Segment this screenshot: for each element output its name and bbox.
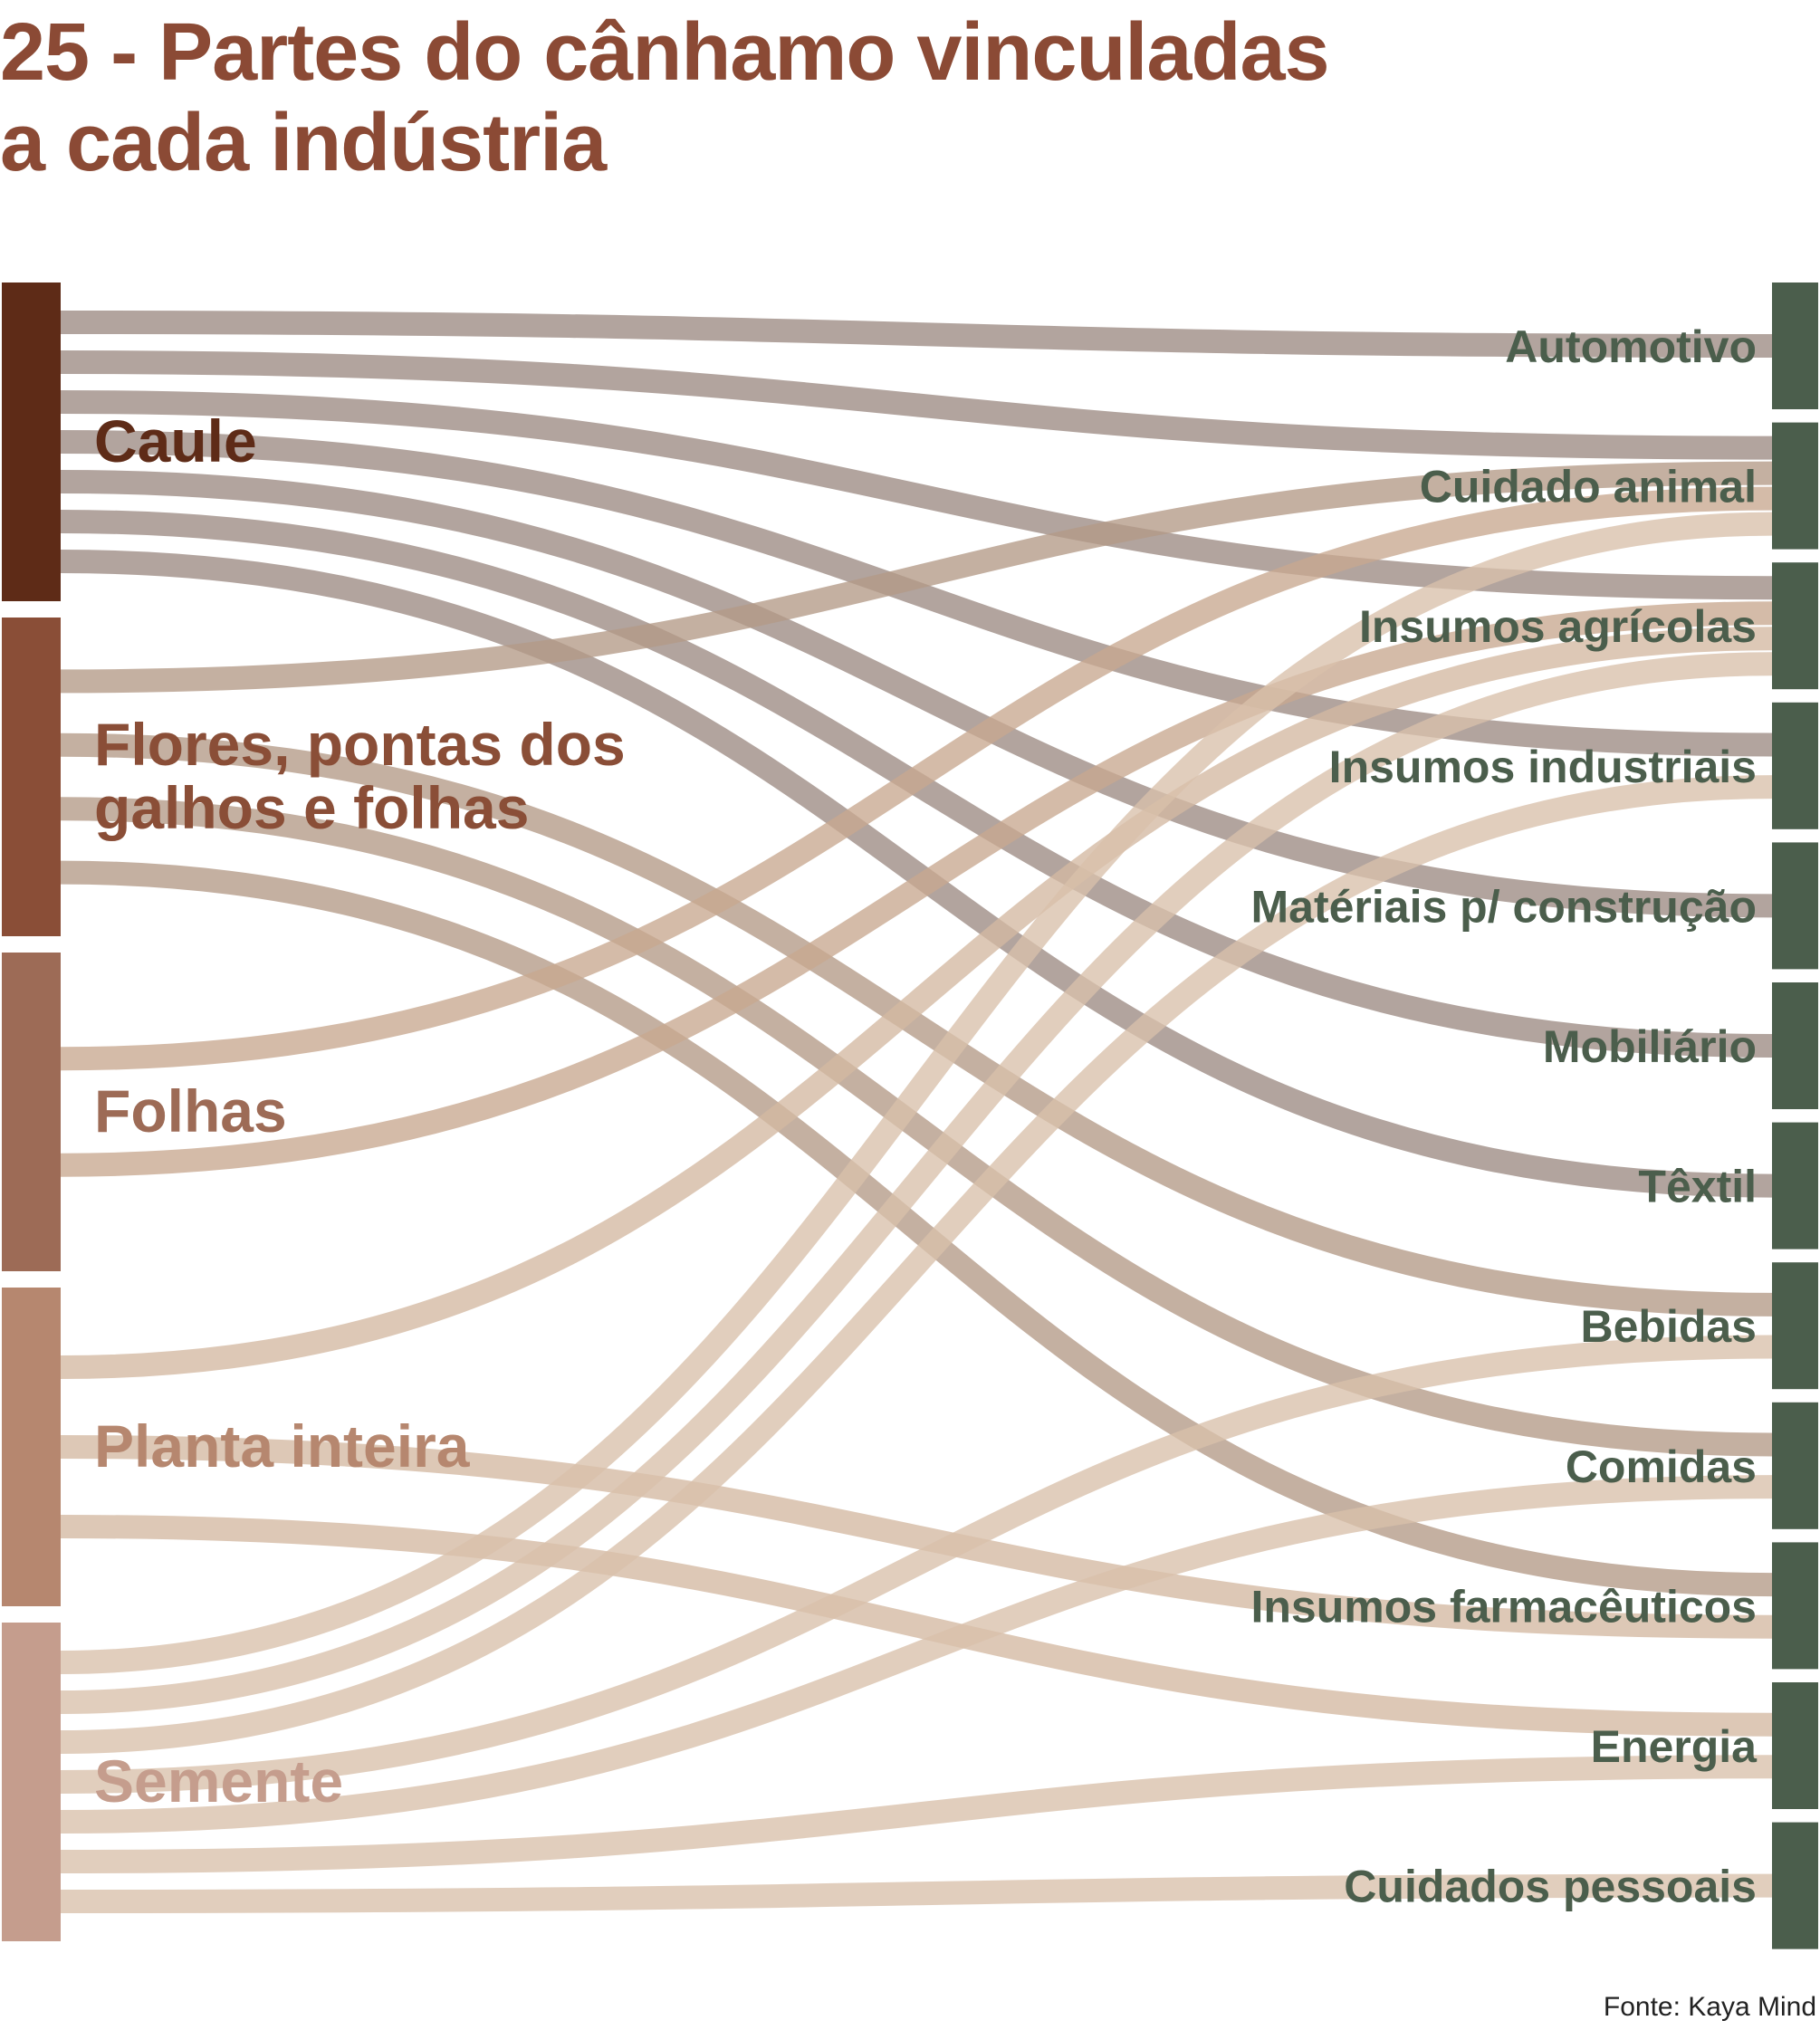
link-flores-to-insumos_farmaceuticos (60, 860, 1773, 1597)
target-label-materiais_construcao: Matériais p/ construção (1251, 881, 1758, 932)
source-label-line: Flores, pontas dos (94, 711, 626, 778)
target-label-automotivo: Automotivo (1505, 321, 1757, 372)
links-layer (60, 311, 1773, 1913)
source-label-semente: Semente (94, 1748, 343, 1815)
source-bar-caule (2, 282, 61, 601)
target-bar-bebidas (1772, 1262, 1818, 1390)
target-label-cuidados_pessoais: Cuidados pessoais (1344, 1862, 1757, 1912)
link-semente-to-insumos_agricolas (60, 652, 1773, 1714)
link-semente-to-comidas (60, 1475, 1773, 1834)
link-semente-to-cuidado_animal (60, 512, 1773, 1674)
link-folhas-to-cuidado_animal (60, 486, 1773, 1071)
target-bar-mobiliario (1772, 982, 1818, 1109)
link-caule-to-textil (60, 550, 1773, 1198)
target-label-comidas: Comidas (1566, 1441, 1757, 1492)
source-bar-planta (2, 1288, 61, 1606)
target-bar-insumos_industriais (1772, 702, 1818, 829)
source-label-line: Semente (94, 1748, 343, 1815)
link-semente-to-energia (60, 1755, 1773, 1873)
target-label-energia: Energia (1591, 1721, 1758, 1772)
source-bar-semente (2, 1623, 61, 1941)
link-caule-to-materiais_construcao (60, 470, 1773, 918)
target-bar-insumos_agricolas (1772, 562, 1818, 690)
link-semente-to-insumos_industriais (60, 775, 1773, 1754)
target-label-insumos_industriais: Insumos industriais (1329, 742, 1757, 792)
target-bar-textil (1772, 1122, 1818, 1250)
target-label-insumos_farmaceuticos: Insumos farmacêuticos (1250, 1581, 1757, 1632)
source-label-caule: Caule (94, 407, 257, 474)
link-planta-to-insumos_farmaceuticos (60, 1435, 1773, 1639)
title-line-1: 25 - Partes do cânhamo vinculadas (0, 7, 1330, 98)
source-note: Fonte: Kaya Mind (1603, 1992, 1816, 2022)
link-caule-to-cuidado_animal (60, 350, 1773, 460)
target-label-bebidas: Bebidas (1580, 1301, 1757, 1352)
page-title: 25 - Partes do cânhamo vinculadas a cada… (0, 7, 1539, 188)
link-flores-to-bebidas (60, 733, 1773, 1317)
target-bar-materiais_construcao (1772, 842, 1818, 970)
target-label-insumos_agricolas: Insumos agrícolas (1359, 601, 1757, 652)
link-caule-to-automotivo (60, 311, 1773, 358)
source-label-line: Folhas (94, 1077, 287, 1144)
source-label-line: Planta inteira (94, 1412, 471, 1479)
source-label-line: galhos e folhas (94, 774, 529, 841)
title-line-2: a cada indústria (0, 98, 607, 188)
target-bar-comidas (1772, 1402, 1818, 1529)
target-label-cuidado_animal: Cuidado animal (1420, 462, 1757, 512)
link-flores-to-cuidado_animal (60, 461, 1773, 694)
target-bar-cuidados_pessoais (1772, 1822, 1818, 1949)
nodes-layer (2, 282, 1818, 1949)
link-planta-to-energia (60, 1515, 1773, 1737)
link-flores-to-comidas (60, 797, 1773, 1457)
link-folhas-to-insumos_agricolas (60, 601, 1773, 1177)
source-bar-flores (2, 618, 61, 936)
labels-layer: Caule Flores, pontas dos galhos e folhas Fo… (94, 321, 1758, 1912)
link-caule-to-insumos_agricolas (60, 390, 1773, 600)
source-label-planta: Planta inteira (94, 1412, 471, 1479)
target-bar-cuidado_animal (1772, 422, 1818, 550)
link-semente-to-cuidados_pessoais (60, 1873, 1773, 1913)
target-bar-energia (1772, 1682, 1818, 1809)
target-bar-automotivo (1772, 282, 1818, 409)
source-label-flores: Flores, pontas dos galhos e folhas (94, 711, 626, 841)
target-label-mobiliario: Mobiliário (1543, 1021, 1757, 1072)
target-bar-insumos_farmaceuticos (1772, 1542, 1818, 1670)
source-label-line: Caule (94, 407, 257, 474)
target-label-textil: Têxtil (1638, 1162, 1757, 1212)
link-semente-to-bebidas (60, 1335, 1773, 1794)
link-planta-to-insumos_agricolas (60, 627, 1773, 1379)
source-label-folhas: Folhas (94, 1077, 287, 1144)
source-bar-folhas (2, 953, 61, 1271)
